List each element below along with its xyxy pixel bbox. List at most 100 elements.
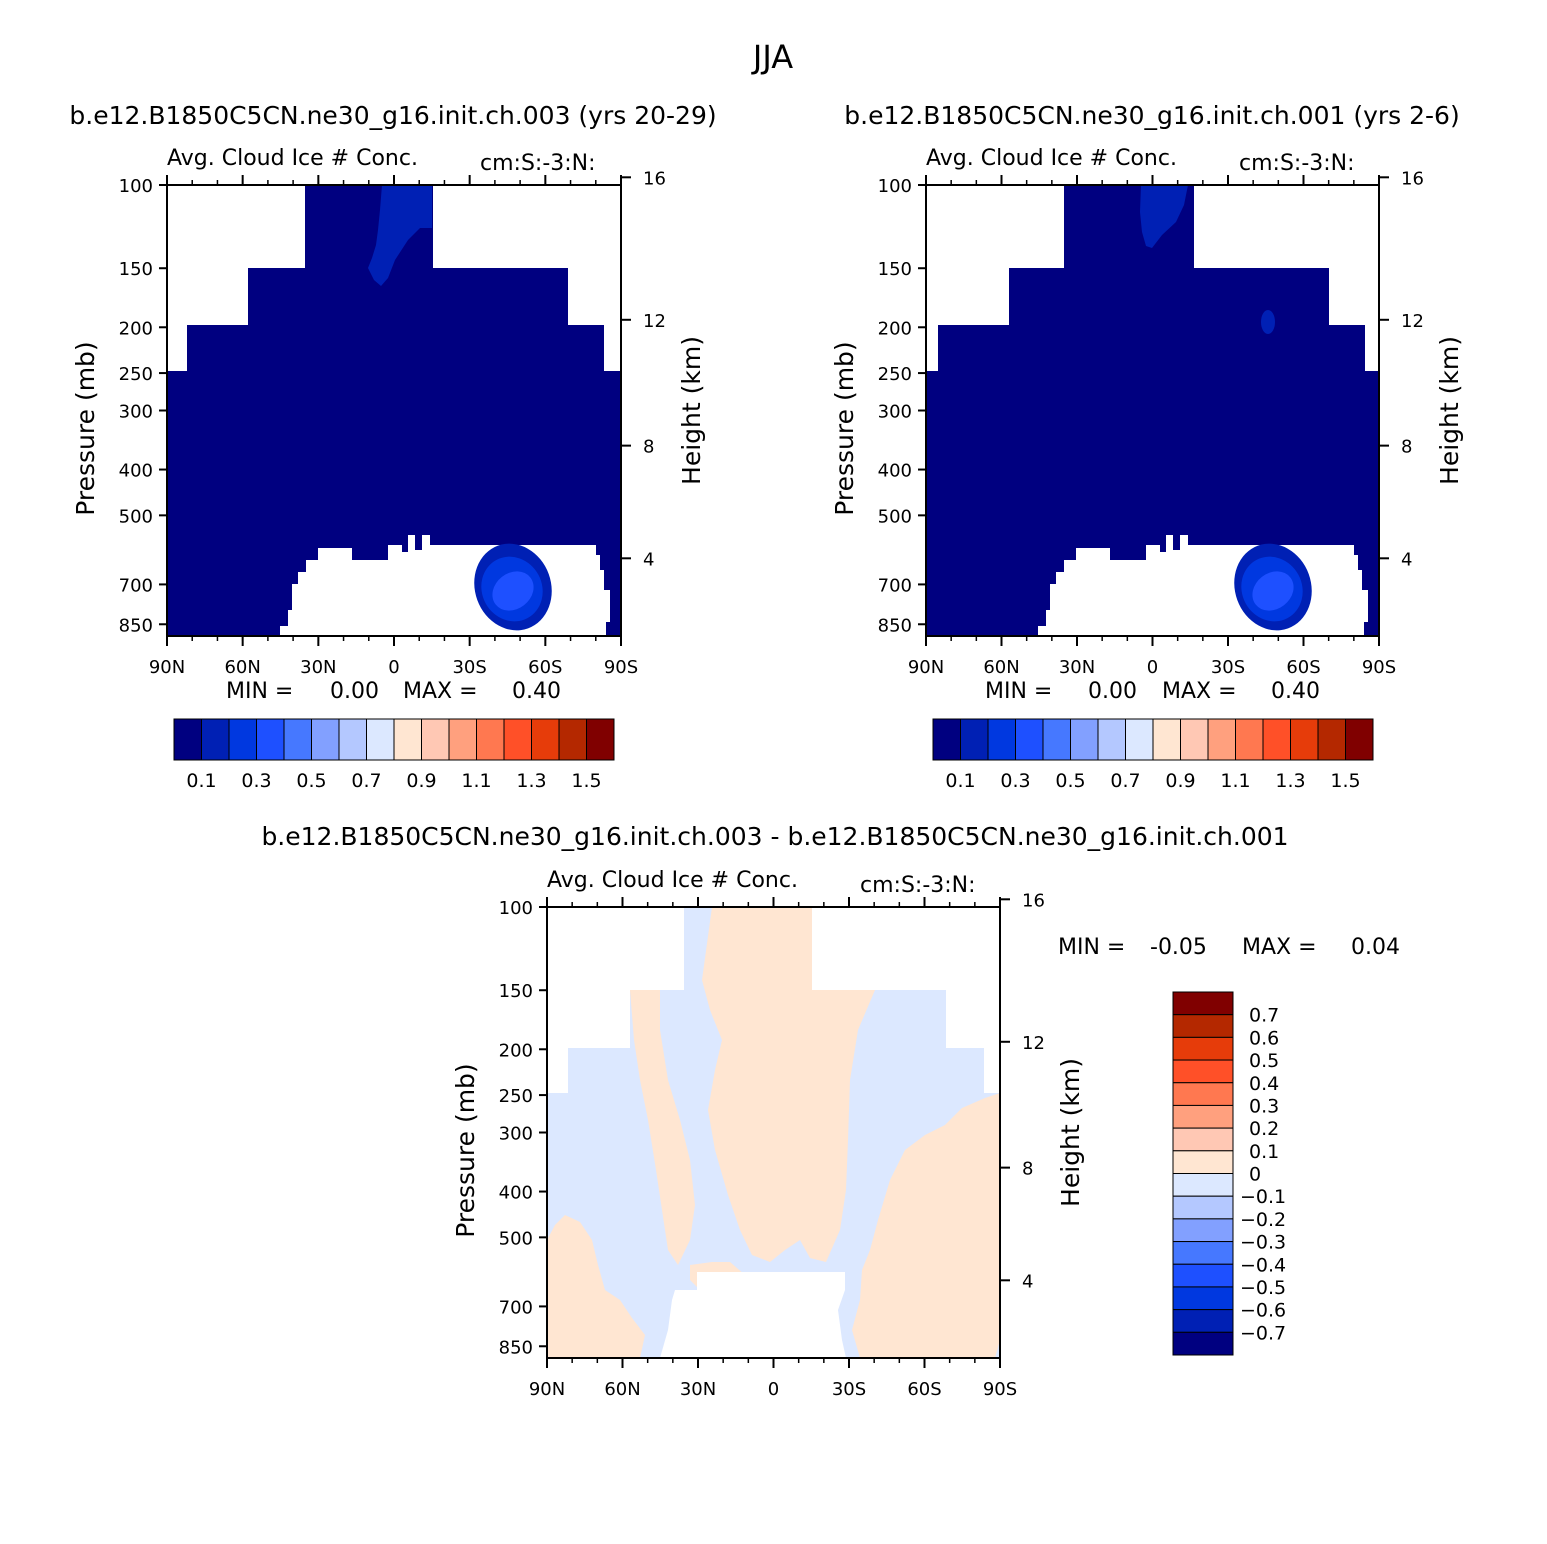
panel-2-domain-fill	[926, 185, 1379, 636]
panel-3-max-label: MAX =	[1242, 935, 1317, 960]
panel-3-colorbar-label: 0.3	[1249, 1095, 1279, 1117]
panel-1-colorbar-box	[366, 718, 395, 761]
panel-1-units: cm:S:-3:N:	[480, 151, 596, 176]
panel-2-htick-label: 12	[1401, 311, 1424, 332]
panel-2-colorbar-label: 1.1	[1220, 770, 1250, 792]
panel-3-colorbar-box	[1172, 1127, 1234, 1152]
panel-2-htick-label: 16	[1401, 168, 1424, 189]
panel-1-colorbar-box	[256, 718, 285, 761]
panel-2-max-label: MAX =	[1162, 679, 1237, 704]
panel-2-colorbar: 0.1 0.3 0.5 0.7 0.9 1.1 1.3 1.5	[932, 718, 1374, 792]
figure-title: JJA	[751, 38, 793, 76]
panel-3-variable-title: Avg. Cloud Ice # Conc.	[547, 868, 798, 893]
panel-3-contour-field	[547, 907, 1000, 1358]
panel-2-htick-label: 4	[1401, 549, 1412, 570]
panel-3-colorbar-label: −0.2	[1240, 1209, 1286, 1231]
panel-1-colorbar-label: 1.1	[461, 770, 491, 792]
panel-1-colorbar-box	[503, 718, 532, 761]
panel-2-xtick-label: 60S	[1286, 657, 1320, 678]
panel-3-colorbar-box	[1172, 1286, 1234, 1311]
panel-2-ytick-label: 200	[878, 318, 912, 339]
panel-2-colorbar-box	[1290, 718, 1319, 761]
panel-2-colorbar-box	[1262, 718, 1291, 761]
panel-1-min-label: MIN =	[226, 679, 293, 704]
panel-1-colorbar-box	[421, 718, 450, 761]
panel-3-min-label: MIN =	[1058, 935, 1125, 960]
panel-1-max-value: 0.40	[512, 679, 561, 704]
panel-3-colorbar-box	[1172, 991, 1234, 1016]
panel-3-ytick-label: 500	[499, 1228, 533, 1249]
panel-3-colorbar-box	[1172, 1173, 1234, 1197]
panel-1-colorbar: 0.1 0.3 0.5 0.7 0.9 1.1 1.3 1.5	[173, 718, 615, 792]
panel-2-min-value: 0.00	[1088, 679, 1137, 704]
panel-2-htick-label: 8	[1401, 437, 1412, 458]
panel-2-xtick-label: 0	[1147, 657, 1158, 678]
panel-1-htick-label: 16	[643, 168, 666, 189]
panel-3-colorbar-label: 0	[1249, 1164, 1261, 1186]
panel-3-xtick-label: 30N	[680, 1379, 716, 1400]
panel-1-domain-fill	[167, 185, 621, 636]
panel-3-colorbar-box	[1172, 1150, 1234, 1174]
panel-1-ytick-label: 850	[119, 615, 153, 636]
panel-2-min-label: MIN =	[985, 679, 1052, 704]
panel-2-ytick-label: 700	[878, 575, 912, 596]
panel-2-ytick-label: 300	[878, 402, 912, 423]
panel-3-colorbar-box	[1172, 1263, 1234, 1288]
panel-3-colorbar-label: −0.5	[1240, 1277, 1286, 1299]
panel-1-xtick-label: 60N	[224, 657, 260, 678]
panel-2-white-mask	[1038, 548, 1240, 636]
panel-1-xtick-label: 60S	[528, 657, 562, 678]
panel-1-ytick-label: 200	[119, 318, 153, 339]
panel-3-min-value: -0.05	[1150, 935, 1207, 960]
panel-3-colorbar-box	[1172, 1014, 1234, 1038]
panel-1-htick-label: 8	[643, 437, 654, 458]
panel-3-colorbar-label: 0.2	[1249, 1118, 1279, 1140]
panel-3-ylabel-right: Height (km)	[1056, 1058, 1085, 1207]
panel-2-xtick-label: 90S	[1362, 657, 1396, 678]
panel-3-xtick-label: 60N	[604, 1379, 640, 1400]
panel-1-ytick-label: 700	[119, 575, 153, 596]
panel-3-colorbar-box	[1172, 1241, 1234, 1265]
panel-2-ytick-label: 850	[878, 615, 912, 636]
panel-3-colorbar-box	[1172, 1331, 1234, 1356]
panel-1-colorbar-box	[338, 718, 367, 761]
panel-1-xtick-label: 30S	[452, 657, 486, 678]
panel-1-colorbar-box	[476, 718, 505, 761]
panel-2-upper-feature	[1140, 185, 1188, 248]
panel-3-ytick-label: 100	[499, 898, 533, 919]
panel-1-htick-label: 12	[643, 311, 666, 332]
panel-3-ytick-label: 850	[499, 1337, 533, 1358]
panel-2-colorbar-box	[1015, 718, 1044, 761]
panel-2-variable-title: Avg. Cloud Ice # Conc.	[926, 146, 1177, 171]
panel-1-ytick-label: 150	[119, 259, 153, 280]
panel-2-xtick-label: 30N	[1059, 657, 1095, 678]
panel-1-ytick-label: 400	[119, 461, 153, 482]
panel-3-colorbar-box	[1172, 1218, 1234, 1243]
panel-2-colorbar-label: 0.7	[1110, 770, 1140, 792]
panel-1-min-value: 0.00	[330, 679, 379, 704]
panel-3-colorbar-label: 0.7	[1249, 1005, 1279, 1027]
panel-2-colorbar-box	[1345, 718, 1374, 761]
panel-1-ytick-label: 250	[119, 364, 153, 385]
panel-3-colorbar-label: −0.6	[1240, 1300, 1286, 1322]
panel-1-colorbar-box	[201, 718, 230, 761]
panel-3-xtick-label: 90S	[983, 1379, 1017, 1400]
panel-1-colorbar-label: 0.1	[186, 770, 216, 792]
panel-2-xtick-label: 60N	[983, 657, 1019, 678]
panel-2-colorbar-box	[1317, 718, 1346, 761]
panel-3-xtick-label: 30S	[832, 1379, 866, 1400]
panel-3-ytick-label: 300	[499, 1124, 533, 1145]
panel-3-colorbar-label: 0.6	[1249, 1027, 1279, 1049]
panel-3-ytick-label: 700	[499, 1297, 533, 1318]
panel-3-ytick-label: 200	[499, 1040, 533, 1061]
panel-1-xtick-label: 90S	[604, 657, 638, 678]
panel-2-colorbar-label: 0.5	[1055, 770, 1085, 792]
panel-2-small-feature	[1261, 310, 1275, 334]
panel-2-colorbar-box	[1180, 718, 1209, 761]
panel-3-axes: 100 150 200 250 300 400 500 700 850 16 12 8 4 90N 60N 3…	[451, 890, 1085, 1400]
panel-2-ylabel-right: Height (km)	[1435, 336, 1464, 485]
panel-2-lower-max-l3	[1252, 571, 1294, 611]
panel-1-ytick-label: 500	[119, 506, 153, 527]
panel-1-ylabel-right: Height (km)	[677, 336, 706, 485]
panel-3-colorbar-label: −0.7	[1240, 1322, 1286, 1344]
